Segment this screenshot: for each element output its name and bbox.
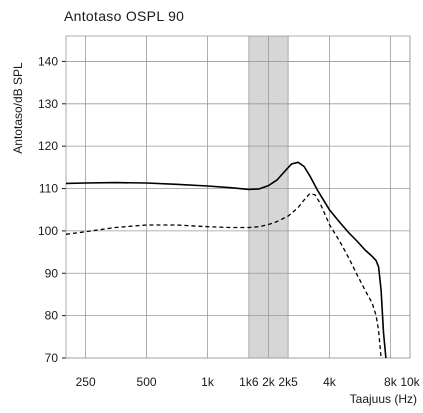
y-tick-label: 140	[38, 54, 58, 68]
plot-frame	[65, 35, 411, 359]
series-line-dashed	[65, 192, 382, 359]
x-axis-label: Taajuus (Hz)	[350, 392, 417, 406]
series-line-solid	[65, 161, 387, 359]
x-tick-label: 2k5	[278, 375, 298, 389]
x-tick-label: 250	[76, 375, 96, 389]
plot-area: 250 500 1k 1k6 2k 2k5 4k 8k 10k 70 80 90 100 110 120 13…	[38, 35, 421, 389]
y-tick-label: 100	[38, 224, 58, 238]
y-tick-label: 90	[45, 266, 59, 280]
y-tick-label: 120	[38, 139, 58, 153]
y-tick-label: 130	[38, 97, 58, 111]
y-axis-label: Antotaso/dB SPL	[11, 62, 25, 154]
x-tick-label: 4k	[323, 375, 337, 389]
x-tick-label: 10k	[400, 375, 420, 389]
chart-title: Antotaso OSPL 90	[64, 8, 184, 24]
y-tick-label: 70	[45, 351, 59, 365]
x-tick-label: 2k	[262, 375, 276, 389]
x-tick-label: 500	[137, 375, 157, 389]
y-tick-label: 80	[45, 309, 59, 323]
x-tick-label: 8k	[384, 375, 398, 389]
y-tick-label: 110	[39, 182, 58, 196]
x-tick-label: 1k6	[239, 375, 259, 389]
x-tick-label: 1k	[201, 375, 215, 389]
